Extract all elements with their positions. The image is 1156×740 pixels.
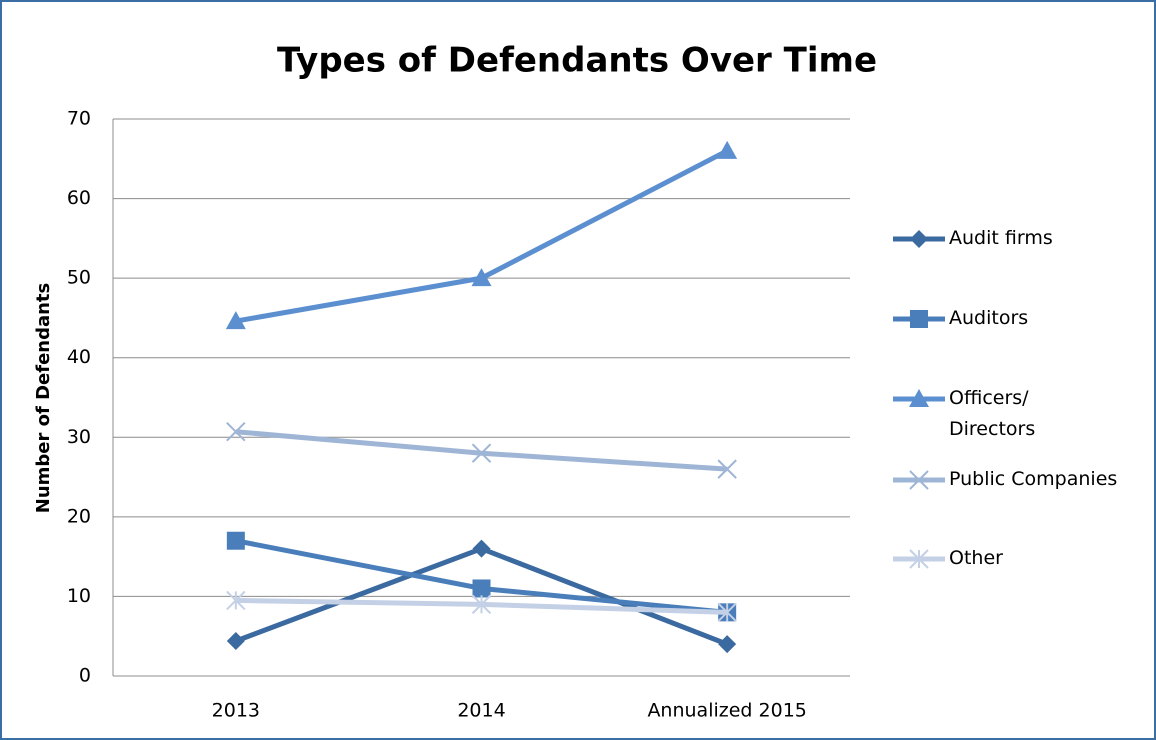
marker — [472, 539, 491, 558]
marker — [717, 140, 738, 159]
y-tick-label: 70 — [67, 108, 91, 130]
legend-marker — [910, 230, 928, 248]
y-tick-label: 60 — [67, 187, 91, 209]
legend-label: Auditors — [949, 307, 1029, 329]
marker — [717, 459, 737, 479]
y-axis-label: Number of Defendants — [33, 283, 54, 514]
y-tick-label: 20 — [67, 505, 91, 527]
legend-label: Public Companies — [949, 468, 1118, 490]
marker — [225, 311, 246, 330]
y-tick-label: 50 — [67, 267, 91, 289]
legend-marker — [909, 389, 929, 407]
marker — [226, 531, 245, 550]
series-line — [235, 148, 729, 324]
x-tick-label: 2014 — [457, 700, 505, 722]
legend-label: Other — [949, 547, 1003, 569]
legend-marker — [909, 470, 929, 490]
y-tick-label: 40 — [67, 346, 91, 368]
marker — [471, 594, 492, 615]
marker — [718, 635, 737, 654]
legend-label: Officers/ Directors — [949, 387, 1036, 440]
marker — [226, 422, 246, 442]
y-tick-label: 30 — [67, 426, 91, 448]
y-tick-label: 10 — [67, 585, 91, 607]
marker — [472, 579, 491, 598]
marker — [226, 631, 245, 650]
marker — [717, 602, 737, 623]
marker — [226, 590, 246, 611]
chart-title: Types of Defendants Over Time — [277, 41, 877, 81]
x-tick-label: Annualized 2015 — [647, 700, 806, 722]
marker — [471, 443, 492, 463]
legend-marker — [910, 310, 928, 328]
legend-marker — [909, 549, 929, 569]
legend-label: Audit firms — [949, 227, 1053, 249]
marker — [471, 268, 492, 287]
x-tick-label: 2013 — [212, 700, 260, 722]
y-tick-label: 0 — [79, 665, 91, 687]
